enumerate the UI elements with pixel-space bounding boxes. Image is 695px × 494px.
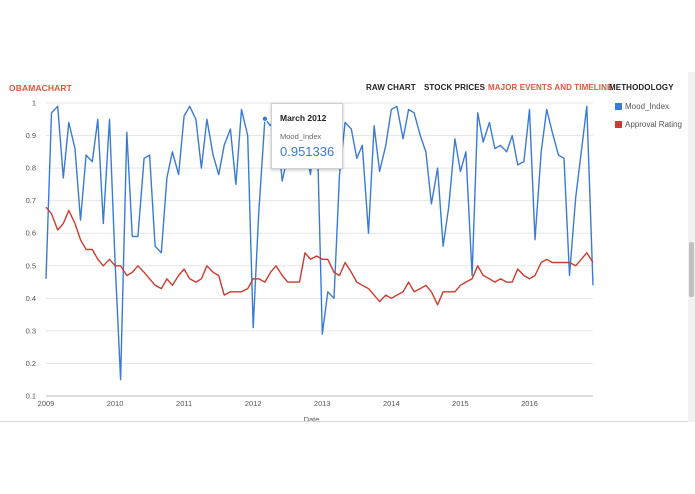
tooltip-title: March 2012 <box>280 113 327 123</box>
y-tick-label: 0.6 <box>26 229 36 238</box>
x-tick-label: 2016 <box>521 399 538 408</box>
x-tick-label: 2013 <box>314 399 331 408</box>
y-tick-label: 0.3 <box>26 326 36 335</box>
nav-methodology[interactable]: METHODOLOGY <box>609 83 674 92</box>
page-divider <box>0 421 695 422</box>
chart-tooltip: March 2012 Mood_Index 0.951336 <box>271 103 343 169</box>
x-tick-label: 2010 <box>107 399 124 408</box>
nav-raw-chart[interactable]: RAW CHART <box>366 83 416 92</box>
x-tick-label: 2012 <box>245 399 262 408</box>
x-tick-label: 2009 <box>38 399 55 408</box>
vertical-scrollbar[interactable] <box>688 72 695 422</box>
y-tick-label: 0.1 <box>26 392 36 401</box>
y-tick-label: 0.7 <box>26 196 36 205</box>
legend-swatch-approval <box>615 121 622 128</box>
legend-label: Mood_Index <box>625 102 670 111</box>
brand-logo-link[interactable]: OBAMACHART <box>9 83 72 93</box>
nav-major-events[interactable]: MAJOR EVENTS AND TIMELINE <box>488 83 613 92</box>
x-axis-title: Date <box>304 415 320 424</box>
y-tick-label: 0.8 <box>26 164 36 173</box>
series-line-approval-rating[interactable] <box>45 206 594 306</box>
x-tick-label: 2015 <box>452 399 469 408</box>
highlighted-data-point[interactable] <box>261 115 268 122</box>
y-tick-label: 0.9 <box>26 131 36 140</box>
y-tick-label: 0.5 <box>26 261 36 270</box>
y-tick-label: 1 <box>32 99 36 108</box>
y-tick-label: 0.2 <box>26 359 36 368</box>
scrollbar-thumb[interactable] <box>689 242 694 297</box>
y-tick-label: 0.4 <box>26 294 36 303</box>
nav-stock-prices[interactable]: STOCK PRICES <box>424 83 486 92</box>
tooltip-value: 0.951336 <box>280 144 335 159</box>
x-tick-label: 2011 <box>176 399 192 408</box>
x-tick-label: 2014 <box>383 399 400 408</box>
top-nav: OBAMACHART RAW CHART STOCK PRICES MAJOR … <box>0 80 695 96</box>
tooltip-series-name: Mood_Index <box>280 132 322 141</box>
legend-swatch-mood <box>615 103 622 110</box>
series-line-mood-index[interactable] <box>45 105 594 381</box>
legend-label: Approval Rating <box>625 120 682 129</box>
